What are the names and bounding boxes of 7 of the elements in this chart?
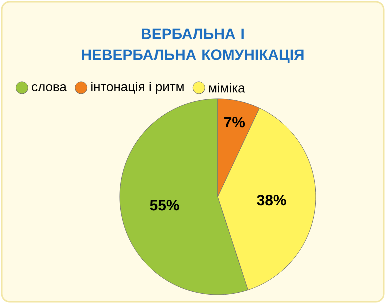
data-label: 38% — [257, 195, 286, 206]
data-label: 55% — [150, 200, 180, 211]
data-label: 7% — [224, 117, 246, 128]
chart-title: ВЕРБАЛЬНА І НЕВЕРБАЛЬНА КОМУНІКАЦІЯ — [82, 28, 304, 64]
legend-label: слова — [32, 84, 67, 92]
legend-label: міміка — [209, 83, 246, 93]
legend-label: інтонація і ритм — [92, 82, 184, 94]
